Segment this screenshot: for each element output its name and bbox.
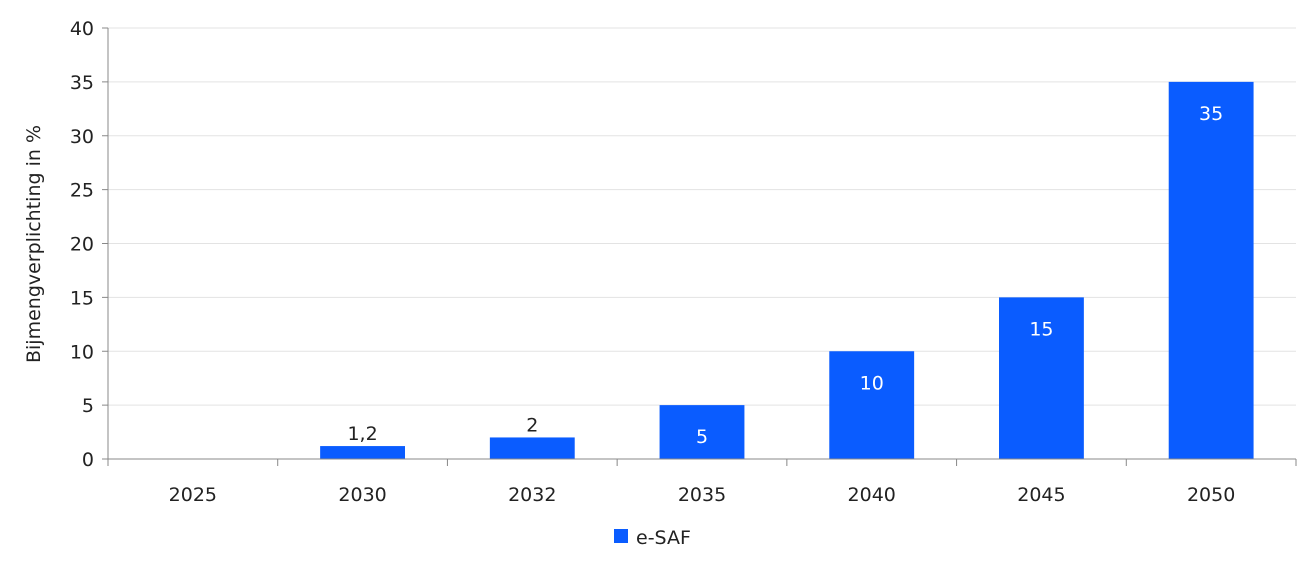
y-tick-label: 0 — [82, 449, 94, 471]
data-label: 35 — [1199, 103, 1223, 125]
bar — [320, 446, 405, 459]
y-tick-label: 30 — [70, 126, 94, 148]
bar — [1168, 81, 1254, 459]
data-label: 5 — [696, 426, 708, 448]
y-axis-title: Bijmengverplichting in % — [23, 125, 45, 363]
bar — [999, 297, 1084, 459]
legend-swatch — [614, 529, 628, 543]
x-tick-label: 2040 — [848, 484, 896, 506]
data-label: 15 — [1029, 318, 1053, 340]
x-tick-label: 2035 — [678, 484, 726, 506]
data-label: 10 — [860, 372, 884, 394]
legend: e-SAF — [614, 527, 691, 549]
y-tick-label: 25 — [70, 180, 94, 202]
y-tick-label: 40 — [70, 18, 94, 40]
y-tick-label: 35 — [70, 72, 94, 94]
data-label: 2 — [526, 414, 538, 436]
x-tick-label: 2025 — [169, 484, 217, 506]
bar — [829, 351, 915, 459]
x-tick-label: 2032 — [508, 484, 556, 506]
data-label: 1,2 — [347, 423, 377, 445]
y-tick-label: 15 — [70, 287, 94, 309]
legend-label: e-SAF — [636, 527, 691, 549]
y-tick-label: 5 — [82, 395, 94, 417]
gridlines — [108, 27, 1296, 406]
data-labels: 1,2 2 5 10 15 35 — [347, 103, 1223, 448]
y-tick-label: 10 — [70, 341, 94, 363]
bars — [320, 81, 1254, 459]
x-tick-label: 2045 — [1017, 484, 1065, 506]
y-tick-label: 20 — [70, 234, 94, 256]
x-tick-label: 2030 — [338, 484, 386, 506]
bar — [489, 437, 575, 459]
x-tick-label: 2050 — [1187, 484, 1235, 506]
bar — [659, 405, 745, 459]
